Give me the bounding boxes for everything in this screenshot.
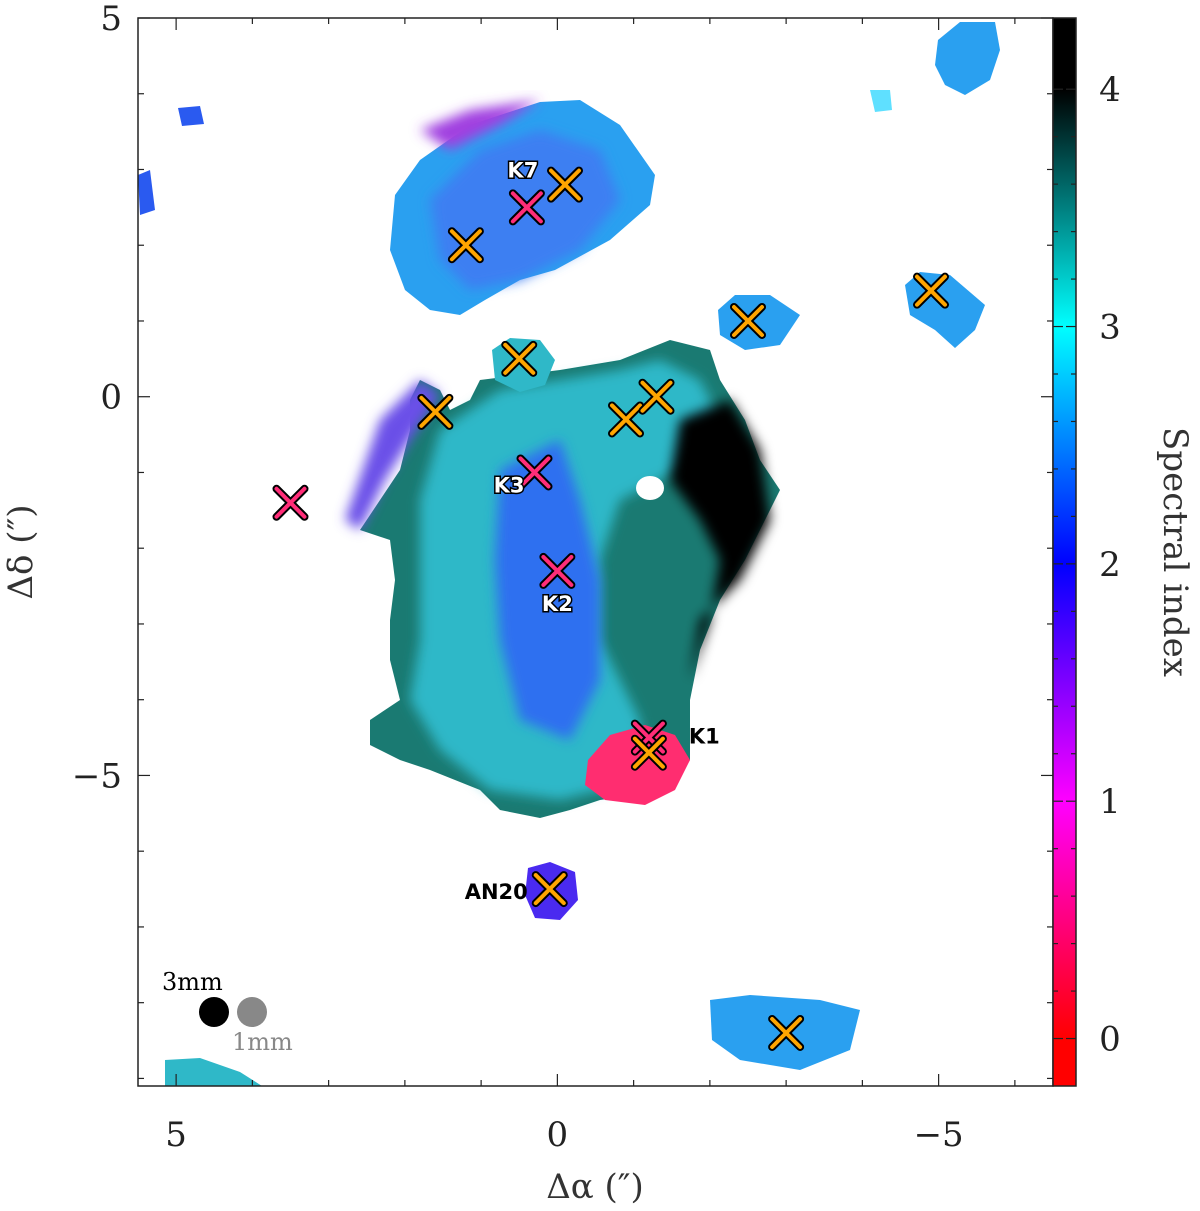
source-label-k7: K7 [507,158,538,182]
source-label-k1: K1 [689,725,720,749]
beam-label-3mm: 3mm [162,968,223,996]
source-marker-orange [630,734,667,771]
emission-region-dark-edge [670,400,770,680]
colorbar-label: Spectral index [1155,427,1195,677]
source-marker-orange [768,1014,805,1051]
y-axis-label: Δδ (″) [1,504,41,599]
emission-region-west-arm [345,380,440,530]
source-label-k3: K3 [494,473,525,497]
source-label-an20: AN20 [465,880,528,904]
emission-region-north-edge [420,100,540,150]
emission-region-top-right [935,22,1000,95]
colorbar [1052,17,1077,1087]
x-axis-label: Δα (″) [546,1167,644,1207]
axis-ticks: 5 0 −5 5 0 −5 [72,0,1053,1155]
source-marker-orange [730,302,766,339]
x-tick-label: 0 [547,1115,569,1155]
emission-region-central-blue [495,440,600,740]
colorbar-tick-label: 1 [1099,782,1121,822]
x-tick-label: −5 [914,1115,964,1155]
source-marker-magenta [539,552,576,589]
colorbar-ticks: 0 1 2 3 4 [1053,70,1121,1060]
source-marker-orange [501,340,538,377]
beam-1mm [237,997,267,1027]
emission-region-small-2 [718,295,800,350]
emission-region-southwest [165,1058,262,1086]
source-marker-orange [547,166,583,203]
source-marker-orange [638,378,675,415]
source-marker-orange [913,272,949,309]
beam-3mm [199,997,229,1027]
emission-region-speck-1 [870,90,892,112]
source-markers [272,166,949,1051]
x-tick-label: 5 [165,1115,187,1155]
beam-label-1mm: 1mm [232,1028,293,1056]
colorbar-tick-label: 4 [1099,70,1121,110]
source-marker-orange [531,871,568,908]
emission-region-speck-3 [138,170,155,215]
colorbar-tick-label: 0 [1099,1020,1121,1060]
colorbar-tick-label: 3 [1099,308,1121,348]
beam-legend: 3mm 1mm [162,968,293,1056]
source-marker-magenta [516,454,553,491]
y-tick-label: 0 [100,378,122,418]
source-label-k2: K2 [542,592,573,616]
colorbar-tick-label: 2 [1099,545,1121,585]
y-tick-label: 5 [100,0,122,39]
source-marker-magenta [508,189,545,226]
emission-hole [636,476,664,500]
source-marker-magenta [272,484,309,521]
y-tick-label: −5 [72,756,122,796]
source-labels: K7 K3 K2 K1 AN20 [465,157,720,904]
source-marker-orange [417,393,454,430]
emission-region-speck-2 [178,106,204,126]
source-marker-orange [447,227,484,264]
emission-region-east [905,272,985,348]
source-marker-orange [608,401,644,438]
